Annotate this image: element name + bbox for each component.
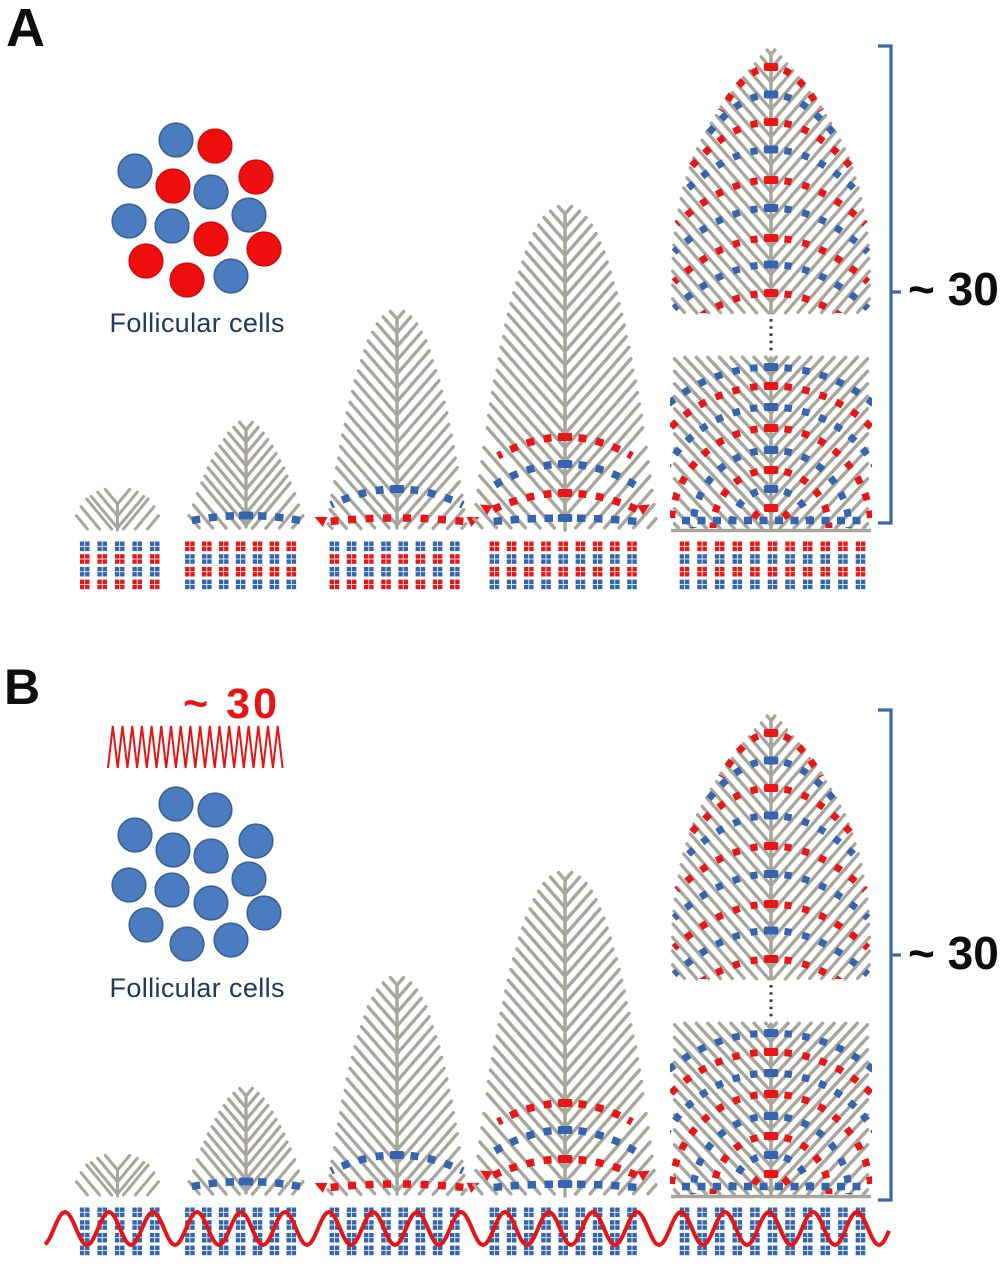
svg-text:~ 30: ~ 30 <box>908 263 999 315</box>
svg-text:~ 30: ~ 30 <box>183 680 277 728</box>
svg-text:A: A <box>6 0 45 58</box>
svg-text:B: B <box>4 659 40 715</box>
svg-text:Follicular cells: Follicular cells <box>110 308 285 338</box>
svg-text:~ 30: ~ 30 <box>908 927 999 979</box>
svg-text:Follicular cells: Follicular cells <box>110 973 285 1003</box>
